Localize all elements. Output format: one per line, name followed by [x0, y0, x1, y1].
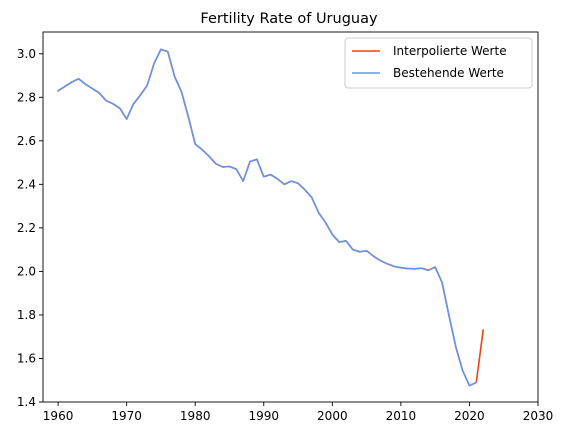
x-tick-label: 2020: [454, 409, 485, 423]
y-tick-label: 2.8: [17, 90, 36, 104]
x-tick-label: 2000: [317, 409, 348, 423]
y-tick-label: 2.0: [17, 264, 36, 278]
x-tick-label: 2030: [523, 409, 554, 423]
plot-lines: [56, 48, 485, 387]
legend: Interpolierte Werte Bestehende Werte: [344, 37, 533, 89]
legend-label: Bestehende Werte: [393, 66, 504, 80]
series-line-existing: [56, 48, 478, 387]
y-tick-label: 2.4: [17, 177, 36, 191]
y-tick-label: 1.6: [17, 351, 36, 365]
x-tick-label: 1980: [180, 409, 211, 423]
x-tick-label: 1990: [248, 409, 279, 423]
axes: 1960 1970 1980 1990 2000 2010 2020 2030 1.4 1.6 1.…: [17, 31, 554, 423]
x-tick-label: 1970: [111, 409, 142, 423]
y-tick-label: 2.2: [17, 221, 36, 235]
y-tick-label: 1.8: [17, 308, 36, 322]
plot-frame: [42, 31, 539, 403]
x-tick-label: 2010: [386, 409, 417, 423]
legend-label: Interpolierte Werte: [393, 44, 507, 58]
chart-title: Fertility Rate of Uruguay: [200, 11, 378, 27]
y-tick-label: 3.0: [17, 47, 36, 61]
y-tick-label: 1.4: [17, 395, 36, 409]
x-tick-label: 1960: [43, 409, 74, 423]
y-tick-label: 2.6: [17, 134, 36, 148]
legend-box: [344, 37, 533, 89]
